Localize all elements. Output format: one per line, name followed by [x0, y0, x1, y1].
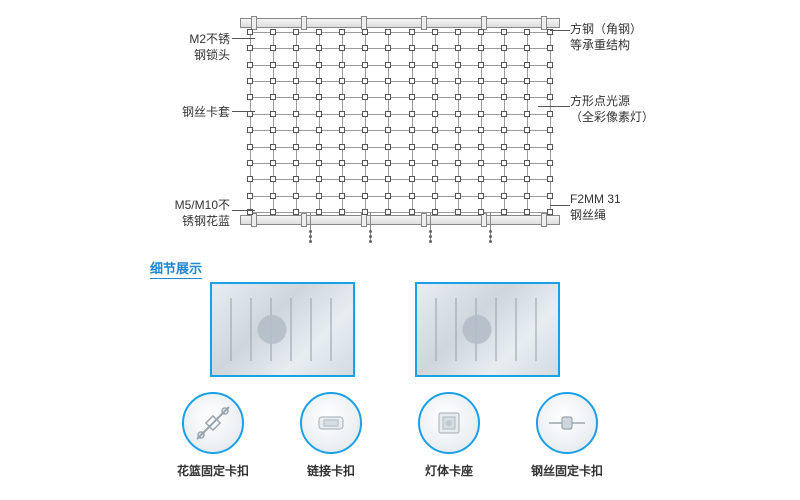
callout-turnbuckle: M5/M10不锈钢花蓝: [140, 198, 230, 229]
turnbuckle-icon: [182, 392, 244, 454]
callout-wire-rope: F2MM 31钢丝绳: [570, 192, 621, 223]
callout-lock-head: M2不锈钢锁头: [140, 32, 230, 63]
section-title: 细节展示: [150, 258, 202, 279]
callout-square-steel: 方钢（角钢）等承重结构: [570, 22, 642, 53]
component-list: 花篮固定卡扣 链接卡扣 灯体卡座 钢丝固定卡扣: [175, 392, 605, 479]
component-label: 钢丝固定卡扣: [529, 462, 605, 479]
assembly-diagram: M2不锈钢锁头钢丝卡套 M5/M10不锈钢花蓝 方钢（角钢）等承重结构方形点光源（全…: [140, 10, 660, 240]
component-label: 花篮固定卡扣: [175, 462, 251, 479]
seat-icon: [418, 392, 480, 454]
link-icon: [300, 392, 362, 454]
detail-photo-1: [210, 282, 355, 377]
wireclip-icon: [536, 392, 598, 454]
component-lamp-seat: 灯体卡座: [411, 392, 487, 479]
detail-photo-2: [415, 282, 560, 377]
detail-photo-row: [210, 282, 560, 377]
component-turnbuckle-clip: 花篮固定卡扣: [175, 392, 251, 479]
callout-wire-sleeve: 钢丝卡套: [140, 105, 230, 121]
bottom-support-bar: [240, 215, 560, 225]
led-grid: [250, 32, 550, 212]
top-support-bar: [240, 18, 560, 28]
component-link-clip: 链接卡扣: [293, 392, 369, 479]
component-label: 灯体卡座: [411, 462, 487, 479]
component-wire-clip: 钢丝固定卡扣: [529, 392, 605, 479]
callout-point-light: 方形点光源（全彩像素灯）: [570, 94, 654, 125]
component-label: 链接卡扣: [293, 462, 369, 479]
